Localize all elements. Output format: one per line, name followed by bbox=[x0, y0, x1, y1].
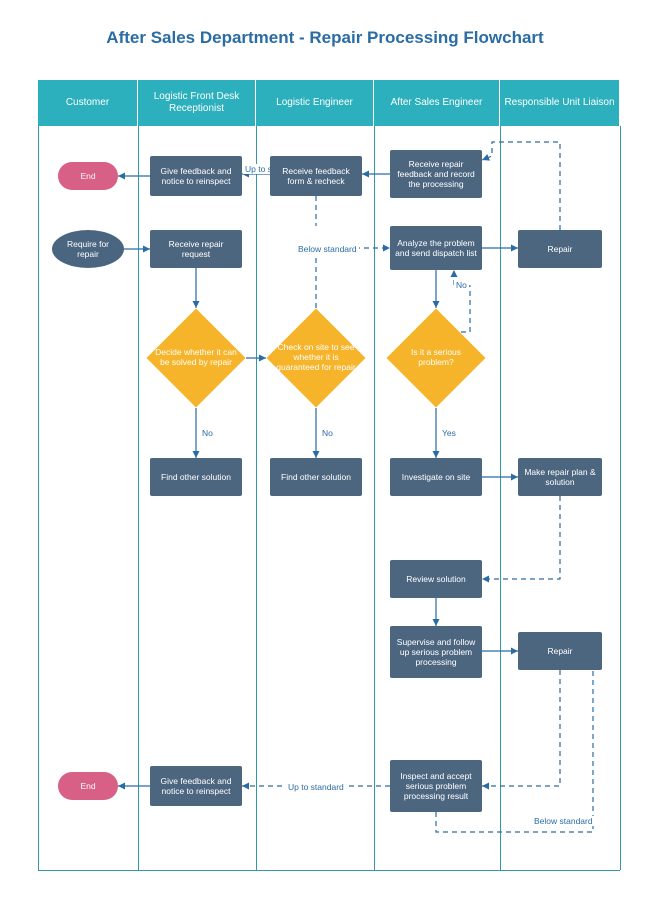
process-recv: Receive repair request bbox=[150, 230, 242, 268]
process-repair1: Repair bbox=[518, 230, 602, 268]
lane-header-customer: Customer bbox=[38, 80, 138, 126]
edge bbox=[316, 248, 390, 308]
process-fbk1: Give feedback and notice to reinspect bbox=[150, 156, 242, 196]
lane-border bbox=[620, 126, 621, 870]
lane-border bbox=[138, 126, 139, 870]
edge-label: Below standard bbox=[296, 244, 359, 254]
terminator-end2: End bbox=[58, 772, 118, 800]
lane-border bbox=[256, 126, 257, 870]
process-analyze: Analyze the problem and send dispatch li… bbox=[390, 226, 482, 270]
edge-label: No bbox=[320, 428, 335, 438]
process-inspect: Inspect and accept serious problem proce… bbox=[390, 760, 482, 812]
edge bbox=[482, 496, 560, 579]
lane-header-receptionist: Logistic Front Desk Receptionist bbox=[138, 80, 256, 126]
edge bbox=[482, 142, 560, 230]
process-find2: Find other solution bbox=[270, 458, 362, 496]
process-fbk2: Give feedback and notice to reinspect bbox=[150, 766, 242, 806]
process-investigate: Investigate on site bbox=[390, 458, 482, 496]
node-label: Decide whether it can be solved by repai… bbox=[146, 308, 246, 408]
node-label: Check on site to see whether it is guara… bbox=[266, 308, 366, 408]
edge bbox=[482, 670, 560, 786]
lane-header-liaison: Responsible Unit Liaison bbox=[500, 80, 620, 126]
decision-dec2: Check on site to see whether it is guara… bbox=[266, 308, 366, 408]
flowchart-canvas: CustomerLogistic Front Desk Receptionist… bbox=[38, 80, 620, 871]
lane-border bbox=[374, 126, 375, 870]
process-review: Review solution bbox=[390, 560, 482, 598]
lane-border bbox=[500, 126, 501, 870]
edge-label: Below standard bbox=[532, 816, 595, 826]
process-plan: Make repair plan & solution bbox=[518, 458, 602, 496]
decision-dec3: Is it a serious problem? bbox=[386, 308, 486, 408]
node-label: Is it a serious problem? bbox=[386, 308, 486, 408]
process-repair2: Repair bbox=[518, 632, 602, 670]
process-recvrep: Receive repair feedback and record the p… bbox=[390, 150, 482, 198]
process-find1: Find other solution bbox=[150, 458, 242, 496]
lane-header-aseng: After Sales Engineer bbox=[374, 80, 500, 126]
terminator-end1: End bbox=[58, 162, 118, 190]
edge-label: No bbox=[454, 280, 469, 290]
process-supervise: Supervise and follow up serious problem … bbox=[390, 626, 482, 678]
page-title: After Sales Department - Repair Processi… bbox=[0, 28, 650, 48]
start-start: Require for repair bbox=[52, 230, 124, 268]
edge-label: No bbox=[200, 428, 215, 438]
decision-dec1: Decide whether it can be solved by repai… bbox=[146, 308, 246, 408]
edge-label: Up to standard bbox=[286, 782, 346, 792]
edge-label: Yes bbox=[440, 428, 458, 438]
lane-header-logeng: Logistic Engineer bbox=[256, 80, 374, 126]
process-recvfbk: Receive feedback form & recheck bbox=[270, 156, 362, 196]
lane-border bbox=[38, 126, 39, 870]
